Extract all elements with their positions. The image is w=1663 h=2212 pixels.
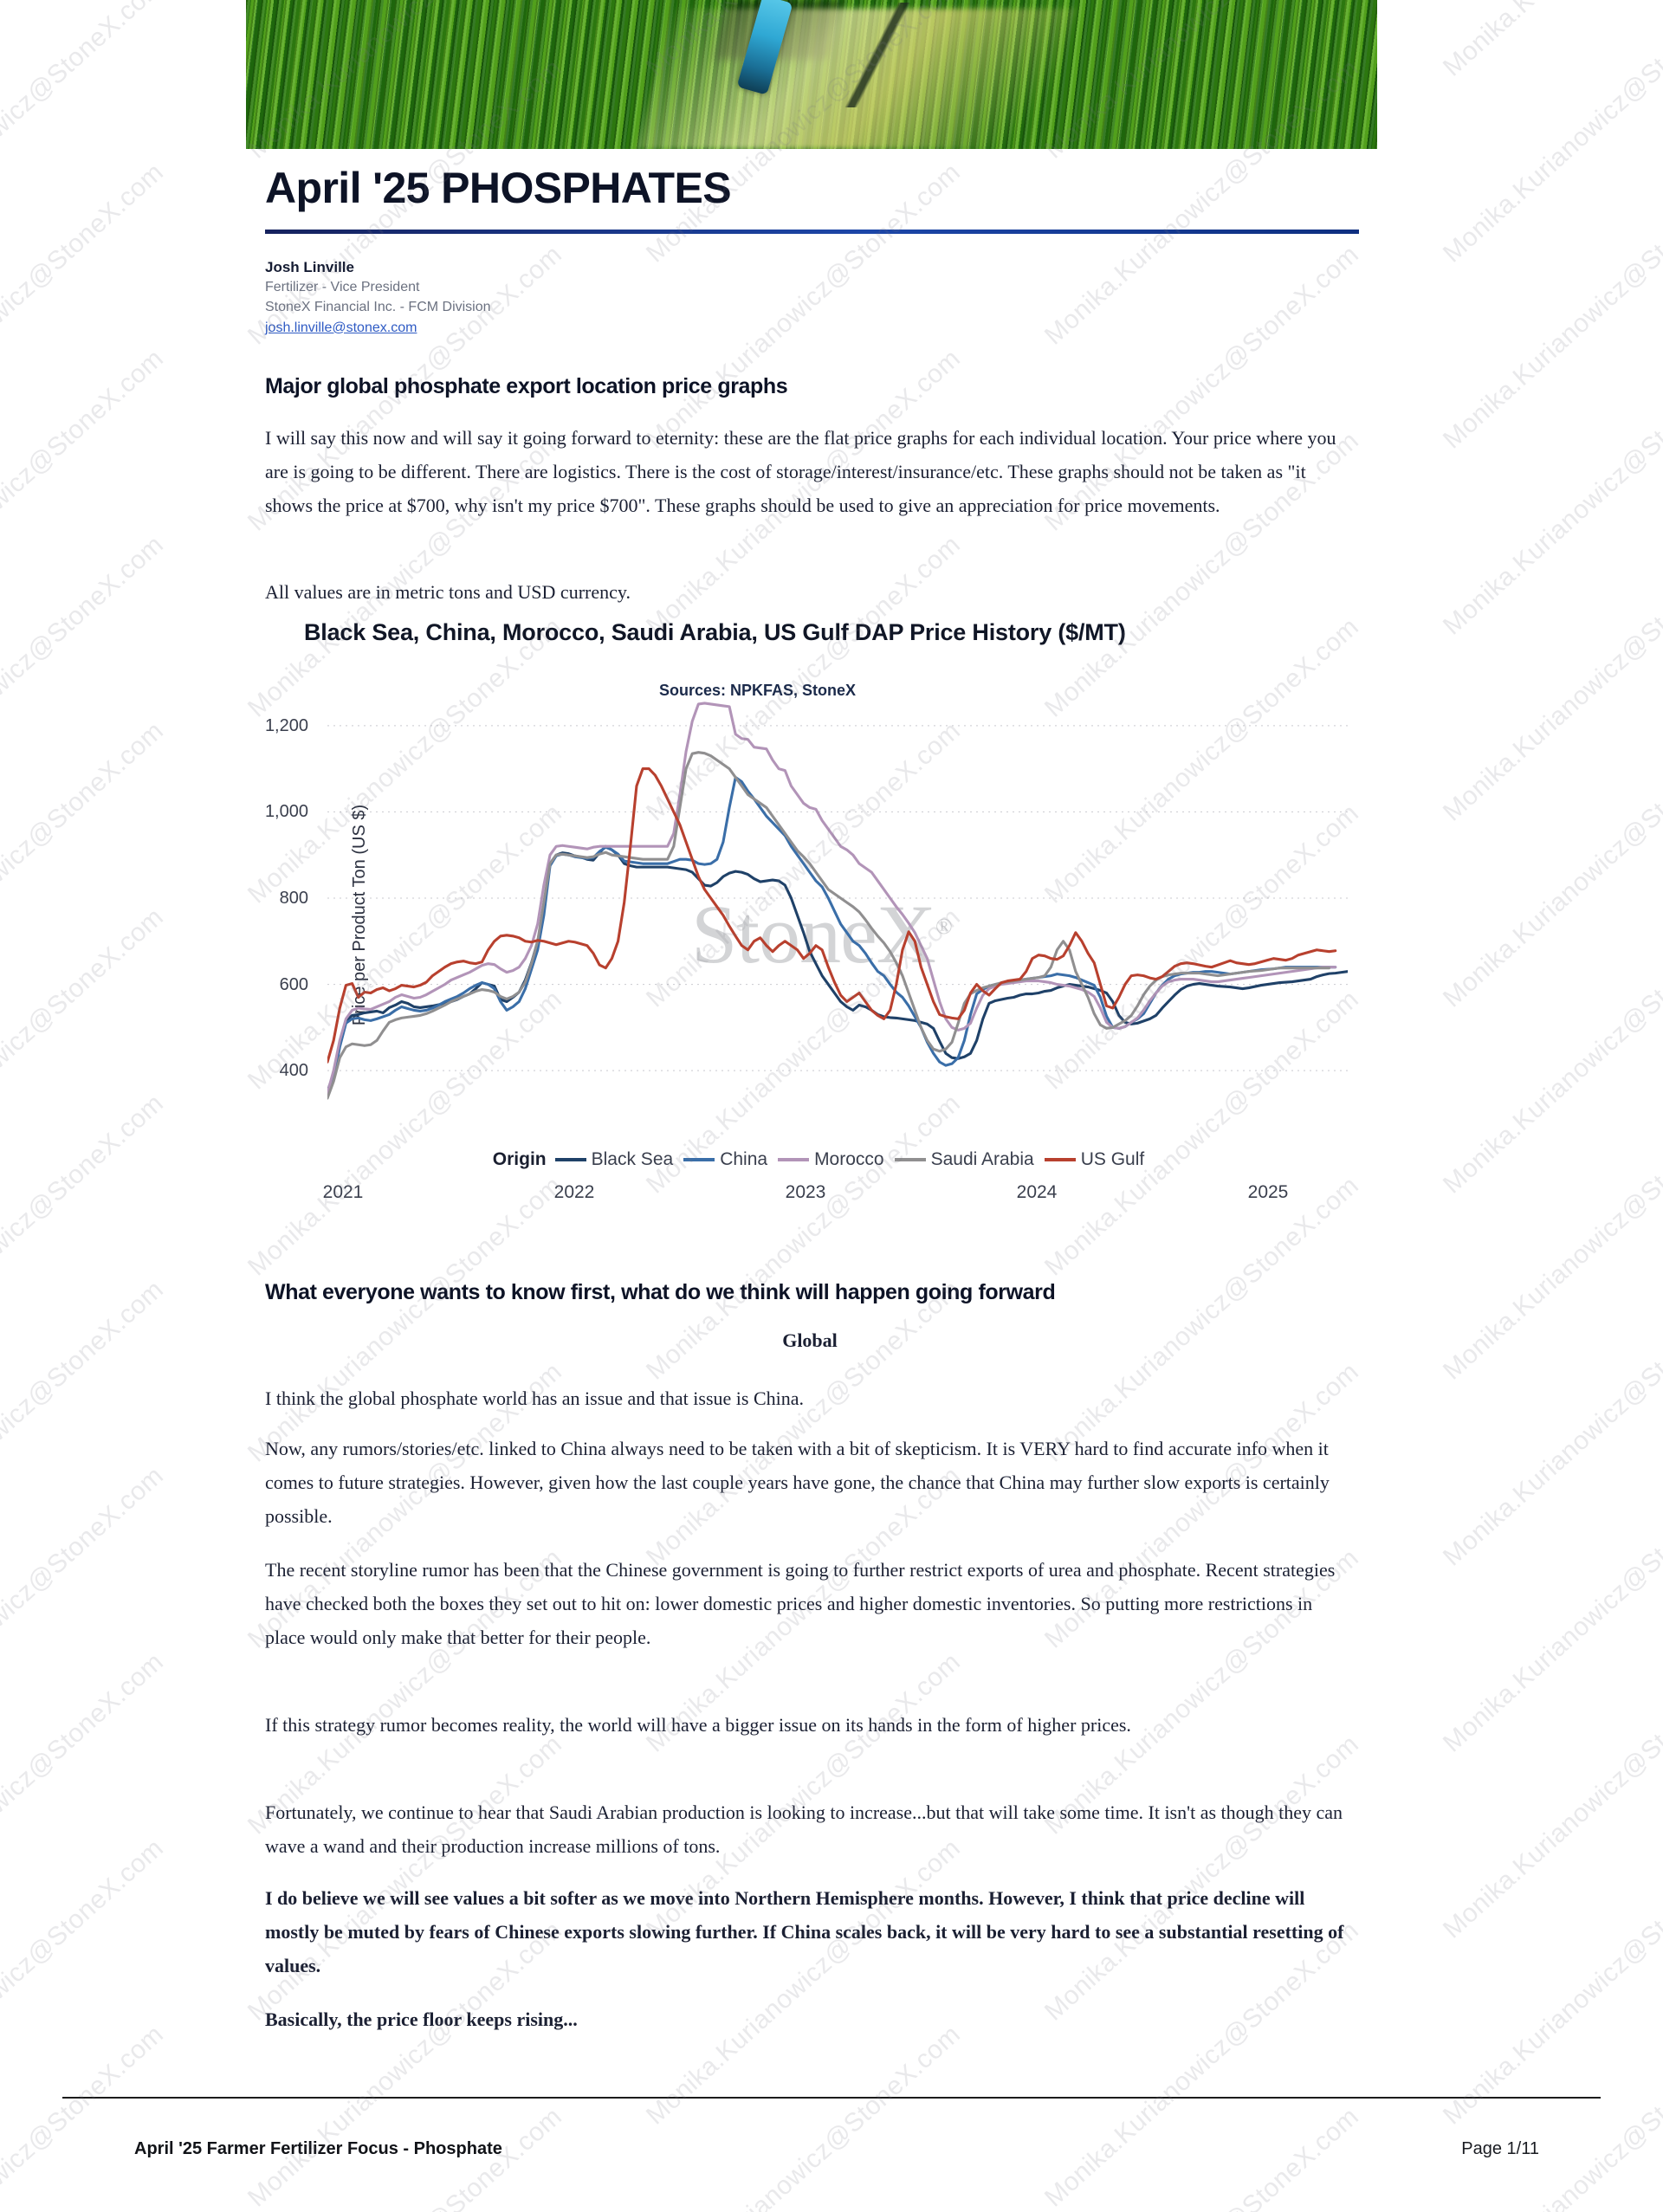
watermark-text: Monika.Kurianowicz@StoneX.com: [1438, 0, 1663, 268]
legend-color-swatch: [894, 1158, 926, 1161]
legend-item[interactable]: Black Sea: [554, 1149, 684, 1170]
legend-item-label: Black Sea: [591, 1149, 674, 1169]
chart-title: Black Sea, China, Morocco, Saudi Arabia,…: [304, 619, 1126, 645]
watermark-text: Monika.Kurianowicz@StoneX.com: [1438, 902, 1663, 1200]
legend-color-swatch: [778, 1158, 810, 1161]
legend-item[interactable]: China: [683, 1149, 778, 1170]
chart-x-tick-label: 2024: [1016, 1182, 1058, 1202]
chart-legend: Origin Black Sea China Morocco Saudi Arabia…: [265, 1149, 1382, 1170]
paragraph-units-note: All values are in metric tons and USD cu…: [265, 581, 631, 603]
paragraph-saudi-production: Fortunately, we continue to hear that Sa…: [265, 1801, 1343, 1857]
page-title: April '25 PHOSPHATES: [265, 164, 732, 212]
author-company: StoneX Financial Inc. - FCM Division: [265, 299, 491, 314]
chart-svg: [327, 702, 1348, 1100]
watermark-text: Monika.Kurianowicz@StoneX.com: [641, 2020, 967, 2212]
watermark-text: Monika.Kurianowicz@StoneX.com: [1438, 0, 1663, 82]
watermark-text: Monika.Kurianowicz@StoneX.com: [1438, 2206, 1663, 2212]
paragraph-export-restrictions: The recent storyline rumor has been that…: [265, 1559, 1336, 1648]
chart-y-tick-label: 800: [279, 888, 308, 908]
watermark-text: Monika.Kurianowicz@StoneX.com: [1438, 1275, 1663, 1572]
watermark-text: Monika.Kurianowicz@StoneX.com: [1438, 1089, 1663, 1386]
watermark-text: Monika.Kurianowicz@StoneX.com: [0, 0, 170, 268]
chart-x-tick-label: 2025: [1247, 1182, 1289, 1202]
watermark-text: Monika.Kurianowicz@StoneX.com: [0, 0, 170, 82]
crop-field-sprayer-photo: [246, 0, 1377, 149]
legend-item[interactable]: Saudi Arabia: [894, 1149, 1045, 1170]
paragraph-outlook-bold: I do believe we will see values a bit so…: [265, 1887, 1344, 1976]
watermark-text: Monika.Kurianowicz@StoneX.com: [1438, 158, 1663, 455]
legend-color-swatch: [683, 1158, 715, 1161]
legend-color-swatch: [554, 1158, 586, 1161]
author-name: Josh Linville: [265, 259, 354, 275]
chart-series-line: [327, 776, 1337, 1099]
legend-color-swatch: [1044, 1158, 1076, 1161]
paragraph-china-issue: I think the global phosphate world has a…: [265, 1387, 805, 1409]
legend-title: Origin: [492, 1149, 547, 1169]
watermark-text: Monika.Kurianowicz@StoneX.com: [1438, 530, 1663, 827]
sprayer-boom: [618, 3, 1151, 107]
chart-sources-note: Sources: NPKFAS, StoneX: [659, 682, 857, 699]
watermark-text: Monika.Kurianowicz@StoneX.com: [0, 1647, 170, 1944]
chart-plot-area: StoneX® 400 600 800 1,000 1,200 2021 2022 2023…: [265, 687, 1348, 1202]
heading-price-graphs: Major global phosphate export location p…: [265, 374, 788, 398]
watermark-text: Monika.Kurianowicz@StoneX.com: [0, 2020, 170, 2212]
paragraph-rumors-skepticism: Now, any rumors/stories/etc. linked to C…: [265, 1438, 1330, 1527]
author-role: Fertilizer - Vice President: [265, 280, 420, 295]
watermark-text: Monika.Kurianowicz@StoneX.com: [0, 1834, 170, 2131]
header-banner-image: [246, 0, 1377, 149]
legend-item-label: Saudi Arabia: [930, 1149, 1034, 1169]
footer-page-number: Page 1/11: [1461, 2139, 1539, 2158]
footer-divider: [62, 2097, 1601, 2099]
chart-series-line: [327, 702, 1337, 1095]
paragraph-higher-prices: If this strategy rumor becomes reality, …: [265, 1714, 1131, 1736]
paragraph-price-floor-bold: Basically, the price floor keeps rising.…: [265, 2008, 578, 2030]
watermark-text: Monika.Kurianowicz@StoneX.com: [0, 1461, 170, 1758]
author-byline: Josh Linville Fertilizer - Vice Presiden…: [265, 257, 491, 339]
footer-document-label: April '25 Farmer Fertilizer Focus - Phos…: [134, 2139, 502, 2158]
watermark-text: Monika.Kurianowicz@StoneX.com: [641, 2206, 967, 2212]
legend-item-label: Morocco: [814, 1149, 884, 1169]
legend-item[interactable]: US Gulf: [1044, 1149, 1155, 1170]
watermark-text: Monika.Kurianowicz@StoneX.com: [1039, 2102, 1365, 2212]
watermark-text: Monika.Kurianowicz@StoneX.com: [1438, 344, 1663, 641]
chart-y-tick-label: 1,200: [264, 715, 308, 735]
watermark-text: Monika.Kurianowicz@StoneX.com: [1438, 1461, 1663, 1758]
watermark-text: Monika.Kurianowicz@StoneX.com: [0, 1275, 170, 1572]
watermark-text: Monika.Kurianowicz@StoneX.com: [0, 530, 170, 827]
watermark-text: Monika.Kurianowicz@StoneX.com: [1438, 1647, 1663, 1944]
watermark-text: Monika.Kurianowicz@StoneX.com: [0, 158, 170, 455]
legend-item-label: US Gulf: [1080, 1149, 1145, 1169]
dap-price-history-chart: Black Sea, China, Morocco, Saudi Arabia,…: [265, 619, 1382, 1252]
chart-x-tick-label: 2022: [553, 1182, 595, 1202]
watermark-text: Monika.Kurianowicz@StoneX.com: [1438, 716, 1663, 1013]
chart-x-tick-label: 2021: [322, 1182, 364, 1202]
watermark-text: Monika.Kurianowicz@StoneX.com: [0, 716, 170, 1013]
title-underline-rule: [265, 230, 1359, 234]
watermark-text: Monika.Kurianowicz@StoneX.com: [0, 902, 170, 1200]
watermark-text: Monika.Kurianowicz@StoneX.com: [1438, 2020, 1663, 2212]
watermark-text: Monika.Kurianowicz@StoneX.com: [0, 344, 170, 641]
chart-y-tick-label: 600: [279, 974, 308, 994]
chart-series-line: [327, 844, 1348, 1093]
author-email-link[interactable]: josh.linville@stonex.com: [265, 320, 417, 335]
heading-going-forward: What everyone wants to know first, what …: [265, 1280, 1056, 1304]
subheading-global: Global: [782, 1329, 838, 1351]
chart-y-tick-label: 1,000: [264, 802, 308, 822]
legend-item[interactable]: Morocco: [778, 1149, 895, 1170]
watermark-text: Monika.Kurianowicz@StoneX.com: [1438, 1834, 1663, 2131]
watermark-text: Monika.Kurianowicz@StoneX.com: [0, 1089, 170, 1386]
chart-series-line: [327, 767, 1337, 1064]
watermark-text: Monika.Kurianowicz@StoneX.com: [0, 2206, 170, 2212]
legend-item-label: China: [720, 1149, 768, 1169]
paragraph-intro: I will say this now and will say it goin…: [265, 427, 1336, 516]
chart-y-tick-label: 400: [279, 1061, 308, 1081]
chart-x-tick-label: 2023: [785, 1182, 826, 1202]
chart-series-line: [327, 751, 1331, 1100]
